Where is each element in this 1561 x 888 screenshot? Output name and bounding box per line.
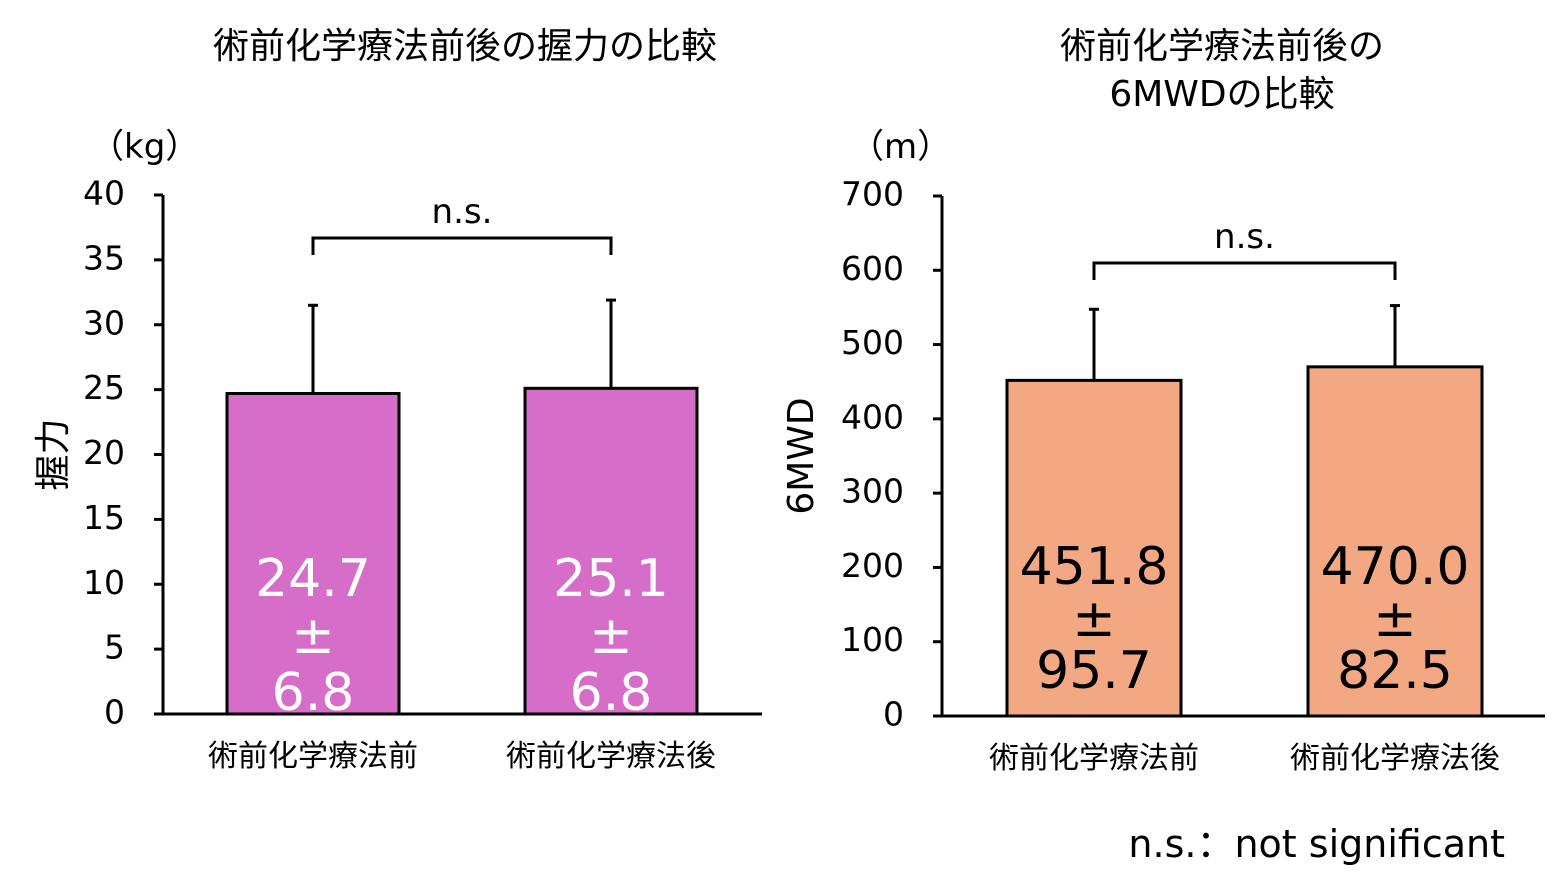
chart-title-line: 術前化学療法前後の xyxy=(1060,26,1384,67)
bar-value-label: ± xyxy=(291,606,335,666)
plot-area: 451.8±95.7470.0±82.501002003004005006007… xyxy=(841,175,1545,776)
x-tick-label: 術前化学療法後 xyxy=(506,739,716,774)
bar-value-label: 470.0 xyxy=(1321,537,1470,597)
bar-value-label: 25.1 xyxy=(553,549,669,609)
x-tick-label: 術前化学療法前 xyxy=(208,739,418,774)
chart-title-line: 6MWDの比較 xyxy=(1109,74,1334,115)
y-tick-label: 500 xyxy=(841,323,904,362)
6mwd-chart: 術前化学療法前後の 6MWDの比較 （m） 6MWD 451.8±95.7470.… xyxy=(781,26,1545,776)
y-tick-label: 700 xyxy=(841,175,904,214)
bar-value-label: ± xyxy=(1373,589,1417,649)
bar-value-label: 82.5 xyxy=(1337,641,1453,701)
x-tick-label: 術前化学療法前 xyxy=(989,741,1199,776)
y-tick-label: 200 xyxy=(841,546,904,585)
chart-title: 術前化学療法前後の 6MWDの比較 xyxy=(1060,26,1384,115)
y-axis-unit: （m） xyxy=(850,127,951,167)
y-tick-label: 25 xyxy=(83,368,125,407)
y-tick-label: 40 xyxy=(83,174,125,213)
y-tick-label: 5 xyxy=(104,628,125,667)
bar xyxy=(523,386,699,716)
plot-area: 24.7±6.825.1±6.80510152025303540術前化学療法前術… xyxy=(83,174,762,774)
bar-value-label: 95.7 xyxy=(1036,641,1152,701)
bar xyxy=(225,392,401,716)
y-tick-label: 100 xyxy=(841,620,904,659)
y-axis-label: 握力 xyxy=(33,418,74,490)
y-tick-label: 30 xyxy=(83,303,125,342)
bar-value-label: 24.7 xyxy=(255,549,371,609)
y-tick-label: 35 xyxy=(83,238,125,277)
y-axis-unit: （kg） xyxy=(90,127,199,167)
significance-label: n.s. xyxy=(432,192,493,232)
grip-strength-chart: 術前化学療法前後の握力の比較 （kg） 握力 24.7±6.825.1±6.80… xyxy=(33,26,762,774)
significance-bracket xyxy=(311,236,613,255)
y-tick-label: 400 xyxy=(841,397,904,436)
bar xyxy=(1306,365,1484,718)
bar-value-label: 451.8 xyxy=(1020,537,1169,597)
footnote: n.s.：not significant xyxy=(1128,822,1505,866)
bar-value-label: ± xyxy=(589,606,633,666)
chart-title: 術前化学療法前後の握力の比較 xyxy=(213,26,717,67)
bar-value-label: ± xyxy=(1072,589,1116,649)
y-tick-label: 20 xyxy=(83,433,125,472)
y-tick-label: 600 xyxy=(841,249,904,288)
y-tick-label: 0 xyxy=(883,695,904,734)
significance-bracket xyxy=(1092,261,1397,280)
y-tick-label: 15 xyxy=(83,498,125,537)
bar xyxy=(1005,378,1183,718)
y-tick-label: 10 xyxy=(83,563,125,602)
y-tick-label: 0 xyxy=(104,693,125,732)
y-axis-label: 6MWD xyxy=(781,397,822,514)
x-tick-label: 術前化学療法後 xyxy=(1290,741,1500,776)
y-tick-label: 300 xyxy=(841,472,904,511)
significance-label: n.s. xyxy=(1214,217,1275,257)
